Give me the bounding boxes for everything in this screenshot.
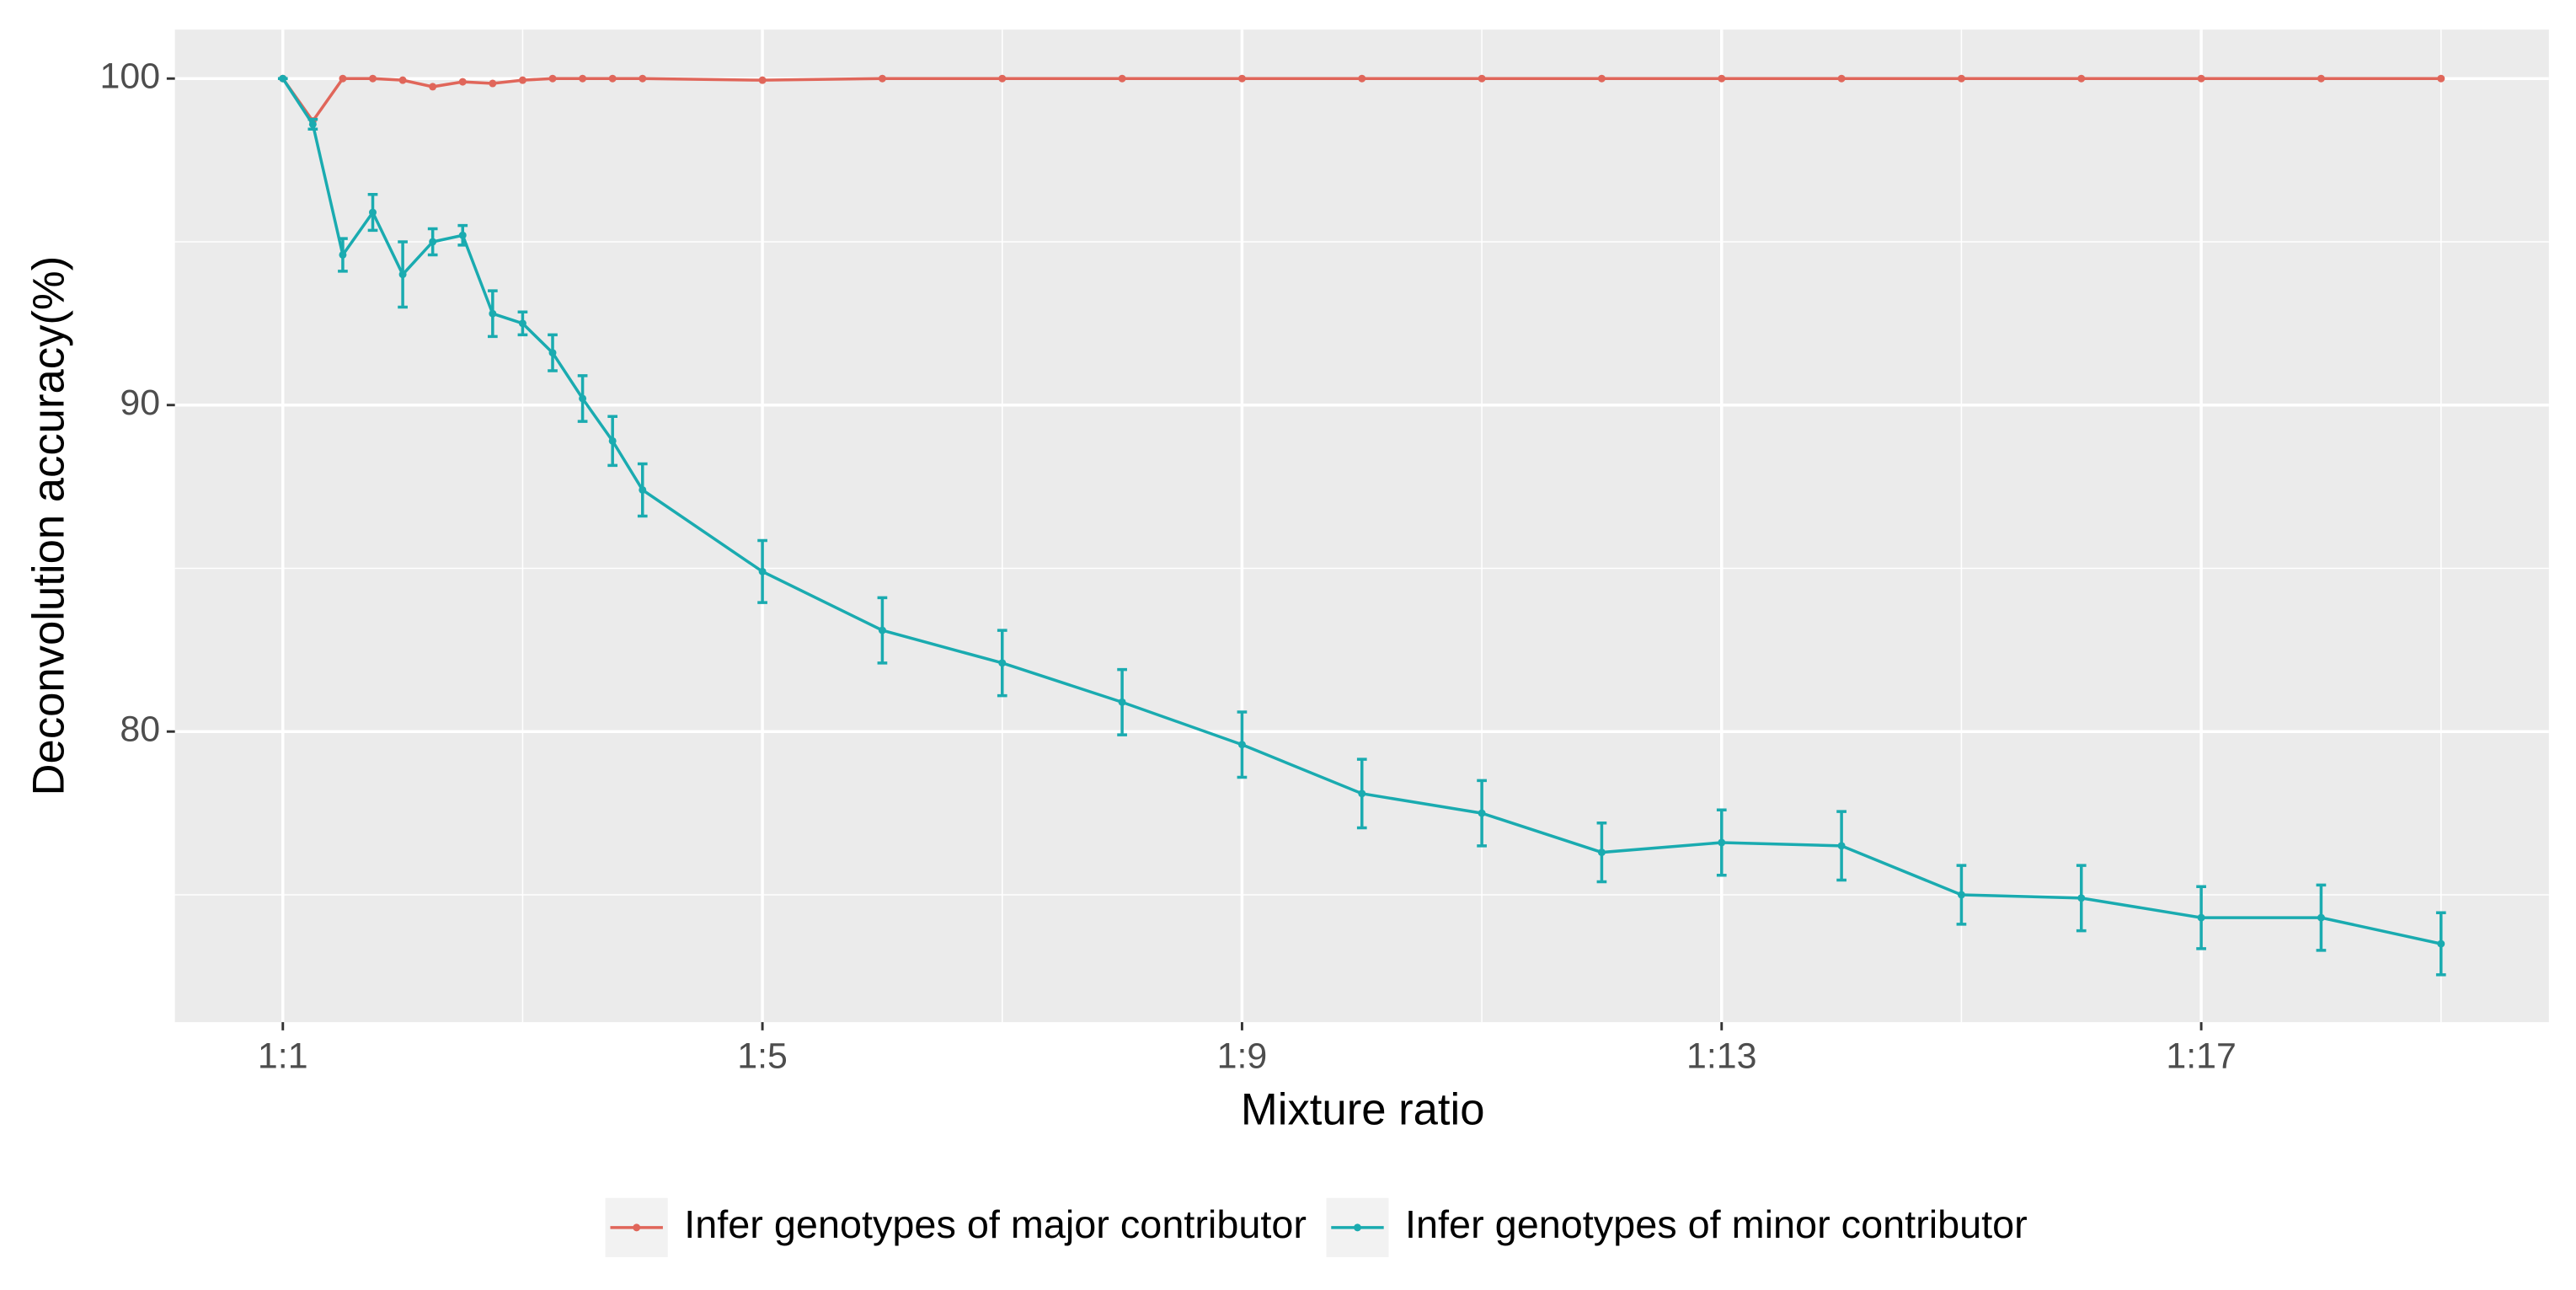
point: [1837, 74, 1846, 83]
point: [579, 394, 587, 403]
point: [2437, 939, 2445, 948]
point: [1358, 74, 1366, 83]
x-tick-label: 1:13: [1686, 1036, 1756, 1076]
point: [518, 319, 526, 328]
point: [2317, 74, 2325, 83]
point: [339, 250, 347, 259]
point: [758, 567, 767, 575]
point: [878, 74, 886, 83]
y-tick-label: 100: [100, 56, 161, 97]
series: [279, 74, 2445, 126]
point: [579, 74, 587, 83]
point: [2317, 913, 2325, 922]
point: [998, 659, 1007, 667]
series: [277, 74, 2446, 977]
series-line: [281, 78, 2442, 945]
point: [489, 79, 497, 88]
point: [2437, 74, 2445, 83]
point: [639, 74, 647, 83]
point: [1237, 741, 1246, 749]
point: [1118, 698, 1126, 706]
point: [1718, 74, 1726, 83]
point: [1237, 74, 1246, 83]
point: [1718, 838, 1726, 847]
point: [1478, 809, 1486, 817]
point: [758, 76, 767, 84]
point: [458, 78, 467, 86]
y-tick-label: 80: [120, 709, 160, 750]
x-tick-label: 1:5: [737, 1036, 788, 1076]
point: [1478, 74, 1486, 83]
point: [548, 74, 557, 83]
point: [308, 120, 317, 128]
point: [608, 74, 617, 83]
point: [1837, 842, 1846, 850]
y-axis-title: Deconvolution accuracy(%): [24, 256, 73, 796]
y-tick-label: 90: [120, 383, 160, 423]
point: [279, 74, 287, 83]
point: [1358, 790, 1366, 798]
plot-panel: [174, 29, 2549, 1023]
series-line: [281, 77, 2441, 124]
point: [2077, 74, 2086, 83]
x-tick-label: 1:1: [258, 1036, 308, 1076]
point: [2197, 74, 2205, 83]
point: [369, 74, 377, 83]
x-axis-title: Mixture ratio: [1241, 1084, 1485, 1134]
x-tick-label: 1:17: [2166, 1036, 2236, 1076]
point: [458, 231, 467, 239]
point: [429, 238, 437, 246]
point: [339, 74, 347, 83]
point: [2197, 913, 2205, 922]
point: [1597, 74, 1606, 83]
point: [1957, 891, 1965, 899]
point: [398, 76, 407, 84]
point: [1957, 74, 1965, 83]
legend-label: Infer genotypes of minor contributor: [1405, 1202, 2028, 1246]
legend-label: Infer genotypes of major contributor: [684, 1202, 1307, 1246]
point: [518, 76, 526, 84]
point: [489, 309, 497, 318]
legend-point: [633, 1223, 641, 1232]
point: [429, 83, 437, 91]
x-tick-label: 1:9: [1217, 1036, 1268, 1076]
point: [548, 349, 557, 357]
point: [398, 270, 407, 279]
point: [608, 436, 617, 445]
point: [878, 626, 886, 634]
point: [1597, 848, 1606, 857]
point: [1118, 74, 1126, 83]
point: [639, 485, 647, 494]
point: [998, 74, 1007, 83]
point: [369, 208, 377, 217]
legend-point: [1353, 1223, 1361, 1232]
point: [2077, 894, 2086, 902]
